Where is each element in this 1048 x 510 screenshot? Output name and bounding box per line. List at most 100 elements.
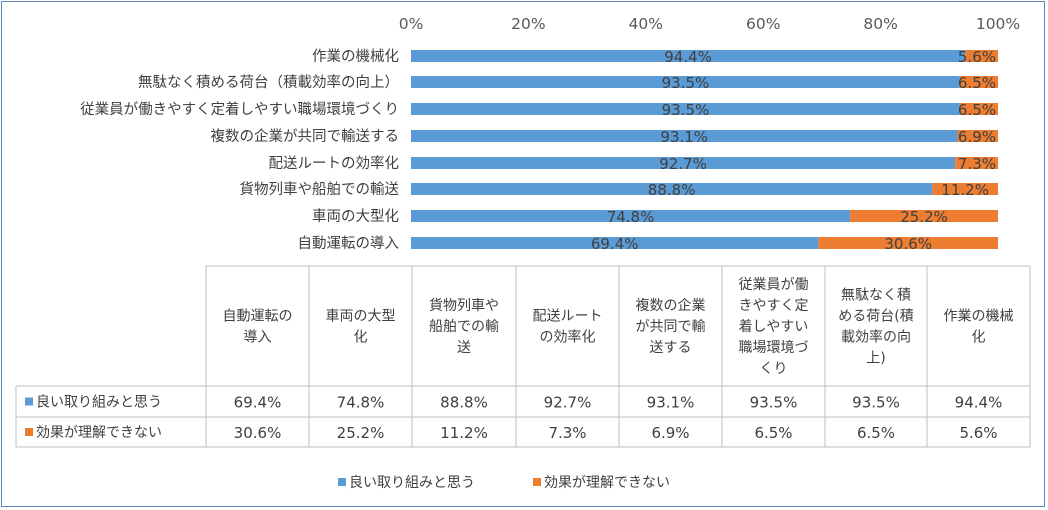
bar-good xyxy=(411,183,933,195)
table-value-cell: 25.2% xyxy=(337,424,385,442)
legend-swatch-unclear xyxy=(533,478,541,486)
x-tick-label: 40% xyxy=(629,15,663,33)
bar-unclear xyxy=(850,210,998,222)
bar-unclear xyxy=(955,157,998,169)
data-labels: 69.4% 30.6% 74.8% 25.2% 88.8% 11.2% 92.7% 7.3% 9… xyxy=(591,48,996,253)
category-label: 貨物列車や船舶での輸送 xyxy=(240,181,400,198)
legend-key-unclear xyxy=(25,428,33,436)
table-value-cell: 6.9% xyxy=(651,424,689,442)
table-header-cell: 貨物列車や船舶での輸送 xyxy=(429,297,499,356)
category-label: 作業の機械化 xyxy=(312,48,399,65)
bar-good xyxy=(411,237,819,249)
bars xyxy=(411,50,998,249)
table-header-cell: 無駄なく積める荷台(積載効率の向上) xyxy=(838,288,913,367)
data-label: 74.8% xyxy=(607,208,655,226)
data-label: 88.8% xyxy=(648,181,696,199)
table-value-cell: 11.2% xyxy=(440,424,488,442)
table-header-line: 上) xyxy=(866,351,885,367)
data-label: 69.4% xyxy=(591,235,639,253)
table-value-cell: 30.6% xyxy=(234,424,282,442)
bar-good xyxy=(411,157,956,169)
table-header-line: 送 xyxy=(457,340,471,356)
bar-unclear xyxy=(818,237,998,249)
x-axis-ticks: 0% 20% 40% 60% 80% 100% xyxy=(399,15,1020,33)
bar-good xyxy=(411,50,966,62)
legend: 良い取り組みと思う 効果が理解できない xyxy=(338,475,670,491)
data-label: 30.6% xyxy=(884,235,932,253)
table-header-line: くり xyxy=(760,361,788,377)
table-value-cell: 74.8% xyxy=(337,394,385,412)
table-header-line: 従業員が働 xyxy=(739,277,809,293)
table-header-line: 化 xyxy=(972,330,986,346)
data-label: 6.5% xyxy=(958,101,996,119)
table-header-line: める荷台(積 xyxy=(838,309,913,325)
table-header-line: 配送ルート xyxy=(533,309,603,325)
table-header-line: が共同で輸 xyxy=(636,319,706,335)
bar-good xyxy=(411,130,958,142)
table-value-cell: 93.5% xyxy=(750,394,798,412)
bar-good xyxy=(411,76,960,88)
category-labels: 自動運転の導入 車両の大型化 貨物列車や船舶での輸送 配送ルートの効率化 複数の企業が共… xyxy=(80,48,399,252)
table-header-line: 車両の大型 xyxy=(326,308,396,325)
table-header-line: の効率化 xyxy=(540,329,596,346)
data-label: 94.4% xyxy=(664,48,712,66)
table-header-cell: 配送ルートの効率化 xyxy=(533,309,603,346)
category-label: 複数の企業が共同で輸送する xyxy=(211,127,400,145)
bar-good xyxy=(411,103,960,115)
table-header-cell: 車両の大型化 xyxy=(326,308,396,346)
table-value-cell: 69.4% xyxy=(234,394,282,412)
table-header-line: 貨物列車や xyxy=(429,297,499,314)
table-value-cell: 6.5% xyxy=(857,424,895,442)
table-header-line: 送する xyxy=(650,340,692,356)
table-header-cell: 複数の企業が共同で輸送する xyxy=(636,297,706,356)
table-header-line: 着しやすい xyxy=(739,319,809,335)
legend-label: 良い取り組みと思う xyxy=(349,475,475,491)
category-label: 無駄なく積める荷台（積載効率の向上） xyxy=(138,74,399,91)
table-value-cell: 94.4% xyxy=(955,394,1003,412)
table-header-line: 作業の機械 xyxy=(944,309,1014,325)
data-label: 93.1% xyxy=(660,128,708,146)
table-value-cell: 6.5% xyxy=(754,424,792,442)
table-header-line: 複数の企業 xyxy=(636,297,706,314)
data-label: 92.7% xyxy=(659,155,707,173)
data-label: 93.5% xyxy=(662,101,710,119)
legend-key-good xyxy=(25,397,33,406)
x-tick-label: 60% xyxy=(746,15,780,33)
table-value-cell: 93.5% xyxy=(852,394,900,412)
table-row-label: 良い取り組みと思う xyxy=(36,395,162,411)
bar-unclear xyxy=(959,76,998,88)
x-tick-label: 0% xyxy=(399,15,424,33)
table-value-cell: 88.8% xyxy=(440,394,488,412)
table-header-line: 無駄なく積 xyxy=(841,288,911,304)
bar-good xyxy=(411,210,851,222)
data-label: 25.2% xyxy=(900,208,948,226)
bar-unclear xyxy=(957,130,998,142)
category-label: 車両の大型化 xyxy=(312,208,399,225)
x-tick-label: 20% xyxy=(511,15,545,33)
table-header-line: 船舶での輸 xyxy=(429,319,499,335)
table-value-cell: 92.7% xyxy=(544,394,592,412)
bar-unclear xyxy=(932,183,998,195)
legend-swatch-good xyxy=(338,478,346,486)
data-label: 7.3% xyxy=(958,155,996,173)
category-label: 自動運転の導入 xyxy=(298,235,400,252)
table-value-cell: 93.1% xyxy=(647,394,695,412)
data-label: 11.2% xyxy=(941,181,989,199)
table-header-line: 化 xyxy=(354,330,368,346)
table-header-line: 自動運転の xyxy=(223,309,293,325)
data-table: 自動運転の導入車両の大型化貨物列車や船舶での輸送配送ルートの効率化複数の企業が共… xyxy=(15,265,1031,448)
table-row-label: 効果が理解できない xyxy=(36,425,162,441)
data-label: 6.5% xyxy=(958,74,996,92)
bar-unclear xyxy=(959,103,998,115)
table-header-line: 職場環境づ xyxy=(739,340,809,356)
table-header-line: 導入 xyxy=(244,330,272,346)
table-value-cell: 5.6% xyxy=(959,424,997,442)
category-label: 配送ルートの効率化 xyxy=(269,155,400,172)
x-tick-label: 100% xyxy=(976,15,1020,33)
bar-unclear xyxy=(965,50,998,62)
table-value-cell: 7.3% xyxy=(548,424,586,442)
legend-label: 効果が理解できない xyxy=(544,475,670,491)
table-header-cell: 作業の機械化 xyxy=(944,309,1014,346)
